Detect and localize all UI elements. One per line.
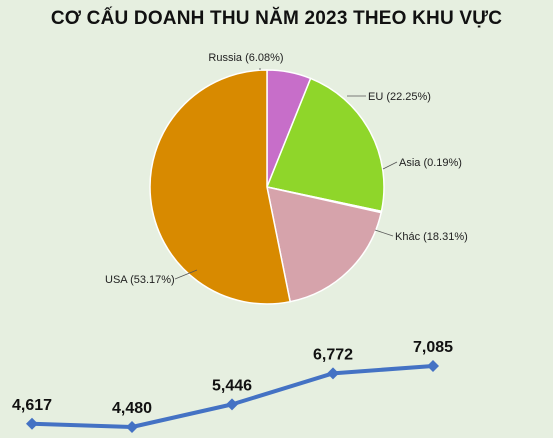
data-label: 5,446 <box>212 377 252 394</box>
pie-label: Russia (6.08%) <box>208 52 283 64</box>
pie-slice-eu <box>265 77 385 213</box>
pie-label: USA (53.17%) <box>105 274 175 286</box>
pie-slice-kh-c <box>266 186 383 303</box>
chart-title: CƠ CẤU DOANH THU NĂM 2023 THEO KHU VỰC <box>50 8 503 29</box>
pie-label: EU (22.25%) <box>368 91 431 103</box>
pie-slice-usa <box>149 69 292 305</box>
series-marker <box>327 367 339 380</box>
series-marker <box>226 398 238 411</box>
pie-label: Khác (18.31%) <box>395 231 468 243</box>
series-line <box>30 364 435 429</box>
series-marker <box>427 360 439 372</box>
pie-leader-line <box>174 269 198 280</box>
data-label: 4,480 <box>112 400 152 417</box>
pie-leader-line <box>382 161 398 170</box>
data-label: 6,772 <box>313 346 353 363</box>
data-label: 4,617 <box>12 397 52 414</box>
pie-leader-line <box>374 229 394 237</box>
data-label: 7,085 <box>413 339 453 356</box>
pie-label: Asia (0.19%) <box>399 157 462 169</box>
series-marker <box>26 417 38 430</box>
series-marker <box>126 421 138 433</box>
